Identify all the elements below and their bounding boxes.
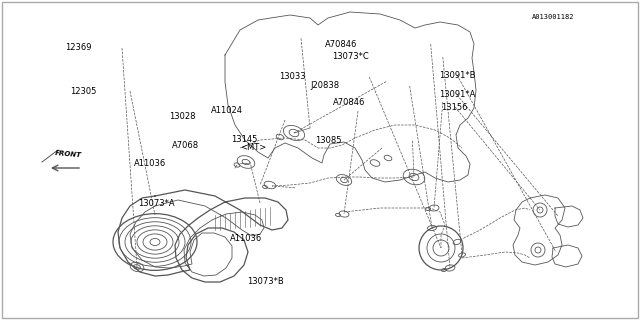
Text: 13028: 13028 [169,112,196,121]
Text: <MT>: <MT> [239,143,266,152]
Text: 13091*B: 13091*B [439,71,476,80]
Text: 13073*B: 13073*B [247,277,284,286]
Text: 12369: 12369 [65,43,92,52]
Text: 13085: 13085 [315,136,342,145]
Text: 13073*C: 13073*C [332,52,369,61]
Text: 13156: 13156 [441,103,468,112]
Text: J20838: J20838 [310,81,339,90]
Text: A013001182: A013001182 [532,14,575,20]
Text: A70846: A70846 [333,98,365,107]
Text: FRONT: FRONT [54,150,81,158]
Text: 13033: 13033 [279,72,306,81]
Text: 13073*A: 13073*A [138,199,175,208]
Text: A11036: A11036 [134,159,166,168]
Text: A11024: A11024 [211,106,243,115]
Text: 13145: 13145 [231,135,258,144]
Text: A7068: A7068 [172,141,199,150]
Text: 13091*A: 13091*A [440,90,476,99]
Text: A11036: A11036 [230,234,262,243]
Text: A70846: A70846 [325,40,357,49]
Text: 12305: 12305 [70,87,97,96]
